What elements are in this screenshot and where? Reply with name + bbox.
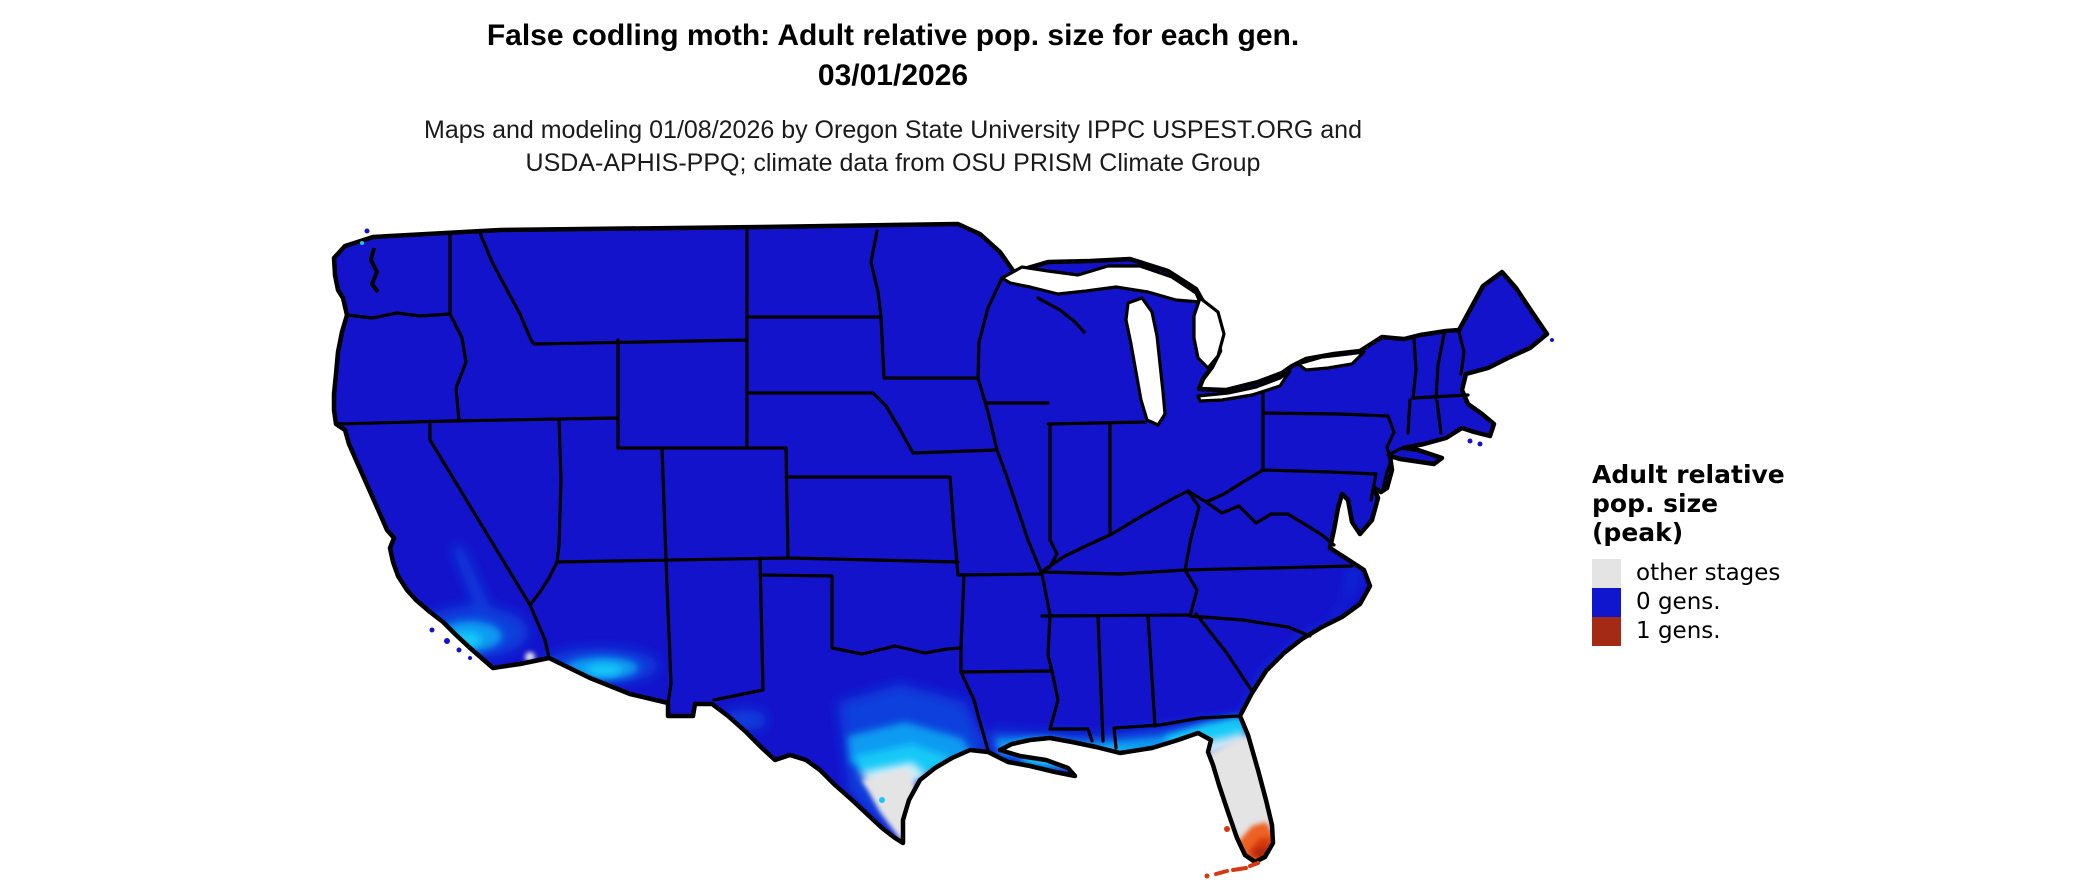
legend-item-other-stages: other stages	[1592, 559, 1892, 588]
great-lakes	[1000, 264, 1366, 427]
nantucket-island	[1467, 438, 1473, 444]
legend-items: other stages 0 gens. 1 gens.	[1592, 559, 1892, 646]
state-borders	[334, 229, 1470, 752]
subtitle-line-1: Maps and modeling 01/08/2026 by Oregon S…	[424, 116, 1362, 144]
channel-island	[456, 647, 462, 653]
lake-ontario	[1296, 350, 1366, 372]
puget-sound	[368, 247, 380, 294]
florida-keys	[1214, 861, 1260, 876]
channel-island	[429, 627, 435, 633]
legend-title: Adult relative pop. size (peak)	[1592, 460, 1892, 547]
coastal-islands	[364, 228, 1554, 660]
legend-label-one-gen: 1 gens.	[1636, 618, 1721, 644]
subtitle-line-2: USDA-APHIS-PPQ; climate data from OSU PR…	[525, 149, 1261, 177]
legend-label-other-stages: other stages	[1636, 560, 1781, 586]
legend-swatch-zero-gens	[1592, 588, 1621, 617]
map-legend: Adult relative pop. size (peak) other st…	[1592, 460, 1892, 646]
title-line-2: 03/01/2026	[817, 59, 969, 92]
florida-keys-dot	[1204, 873, 1210, 879]
legend-item-zero-gens: 0 gens.	[1592, 588, 1892, 617]
legend-swatch-one-gen	[1592, 617, 1621, 646]
florida-west-red-speck	[1224, 826, 1230, 832]
marthas-vineyard-island	[1477, 441, 1483, 447]
maine-coast-speck	[1550, 338, 1554, 342]
lake-huron	[1192, 296, 1226, 370]
figure-subtitle: Maps and modeling 01/08/2026 by Oregon S…	[43, 114, 1743, 180]
lake-erie	[1196, 369, 1292, 403]
legend-item-one-gen: 1 gens.	[1592, 617, 1892, 646]
legend-title-line-1: Adult relative	[1592, 460, 1785, 489]
legend-swatch-other-stages	[1592, 559, 1621, 588]
legend-title-line-2: pop. size	[1592, 489, 1719, 518]
legend-label-zero-gens: 0 gens.	[1636, 589, 1721, 615]
san-juan-island	[364, 228, 370, 234]
texas-gray-cyan-speck	[879, 797, 885, 803]
lake-michigan	[1124, 296, 1167, 427]
channel-island	[468, 656, 472, 660]
figure-title: False codling moth: Adult relative pop. …	[43, 16, 1743, 96]
puget-cyan-speck	[360, 241, 364, 245]
legend-title-line-3: (peak)	[1592, 518, 1684, 547]
title-line-1: False codling moth: Adult relative pop. …	[486, 19, 1300, 52]
channel-island	[444, 638, 450, 644]
